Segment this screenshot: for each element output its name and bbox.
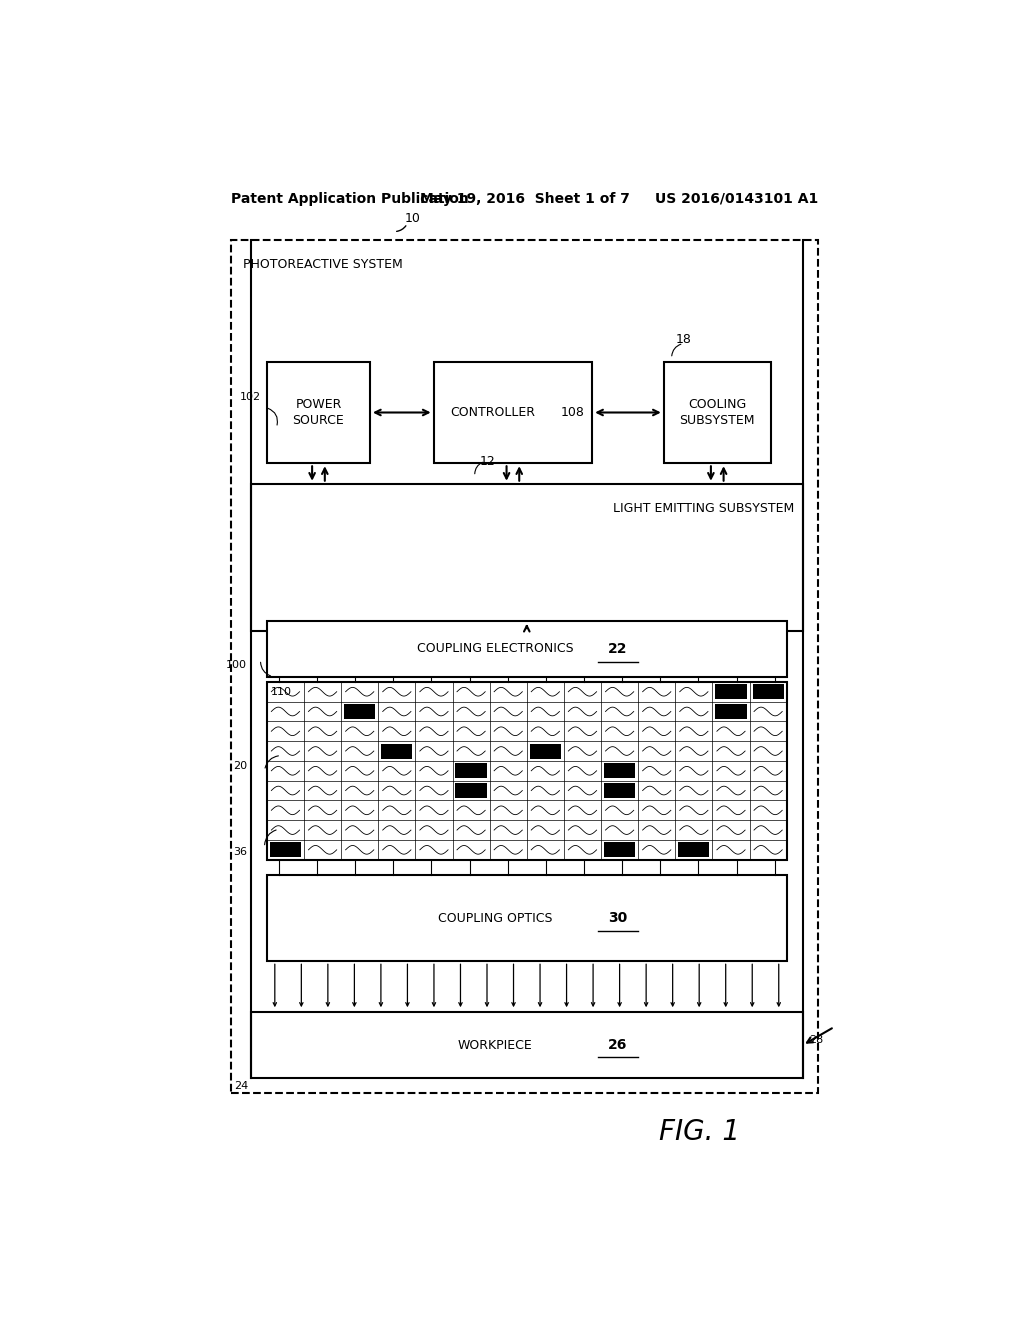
- Bar: [267, 682, 786, 859]
- Text: 108: 108: [560, 407, 585, 418]
- Bar: [344, 704, 376, 719]
- Text: 102: 102: [240, 392, 260, 403]
- Text: US 2016/0143101 A1: US 2016/0143101 A1: [655, 191, 818, 206]
- Bar: [456, 763, 486, 779]
- Bar: [267, 362, 370, 463]
- Text: PHOTOREACTIVE SYSTEM: PHOTOREACTIVE SYSTEM: [243, 257, 402, 271]
- Text: WORKPIECE: WORKPIECE: [458, 1039, 532, 1052]
- Bar: [604, 763, 635, 779]
- Text: 24: 24: [234, 1081, 249, 1092]
- Text: 110: 110: [270, 686, 292, 697]
- Bar: [270, 842, 301, 858]
- Bar: [716, 704, 746, 719]
- Text: 26: 26: [608, 1039, 628, 1052]
- Bar: [251, 1012, 803, 1078]
- Bar: [267, 620, 786, 677]
- Text: COOLING
SUBSYSTEM: COOLING SUBSYSTEM: [680, 399, 755, 426]
- Bar: [251, 483, 803, 631]
- Bar: [678, 842, 710, 858]
- Text: COUPLING ELECTRONICS: COUPLING ELECTRONICS: [417, 643, 573, 655]
- Bar: [267, 875, 786, 961]
- Bar: [716, 684, 746, 700]
- Text: 12: 12: [479, 455, 496, 469]
- Text: 36: 36: [233, 846, 247, 857]
- Bar: [753, 684, 783, 700]
- Text: POWER
SOURCE: POWER SOURCE: [293, 399, 344, 426]
- Bar: [604, 783, 635, 799]
- Text: Patent Application Publication: Patent Application Publication: [231, 191, 469, 206]
- Bar: [664, 362, 771, 463]
- Bar: [433, 362, 592, 463]
- Bar: [529, 743, 561, 759]
- Text: 22: 22: [608, 642, 628, 656]
- Bar: [456, 783, 486, 799]
- Text: 20: 20: [232, 760, 247, 771]
- Text: 30: 30: [608, 911, 628, 925]
- Bar: [231, 240, 818, 1093]
- Text: 28: 28: [809, 1035, 823, 1045]
- Text: COUPLING OPTICS: COUPLING OPTICS: [438, 912, 552, 924]
- Text: FIG. 1: FIG. 1: [658, 1118, 740, 1146]
- Text: CONTROLLER: CONTROLLER: [451, 407, 536, 418]
- Text: LIGHT EMITTING SUBSYSTEM: LIGHT EMITTING SUBSYSTEM: [613, 502, 795, 515]
- Text: May 19, 2016  Sheet 1 of 7: May 19, 2016 Sheet 1 of 7: [420, 191, 630, 206]
- Bar: [604, 842, 635, 858]
- Text: 100: 100: [226, 660, 247, 669]
- Text: 18: 18: [676, 334, 691, 346]
- Bar: [381, 743, 413, 759]
- Text: 10: 10: [404, 213, 420, 226]
